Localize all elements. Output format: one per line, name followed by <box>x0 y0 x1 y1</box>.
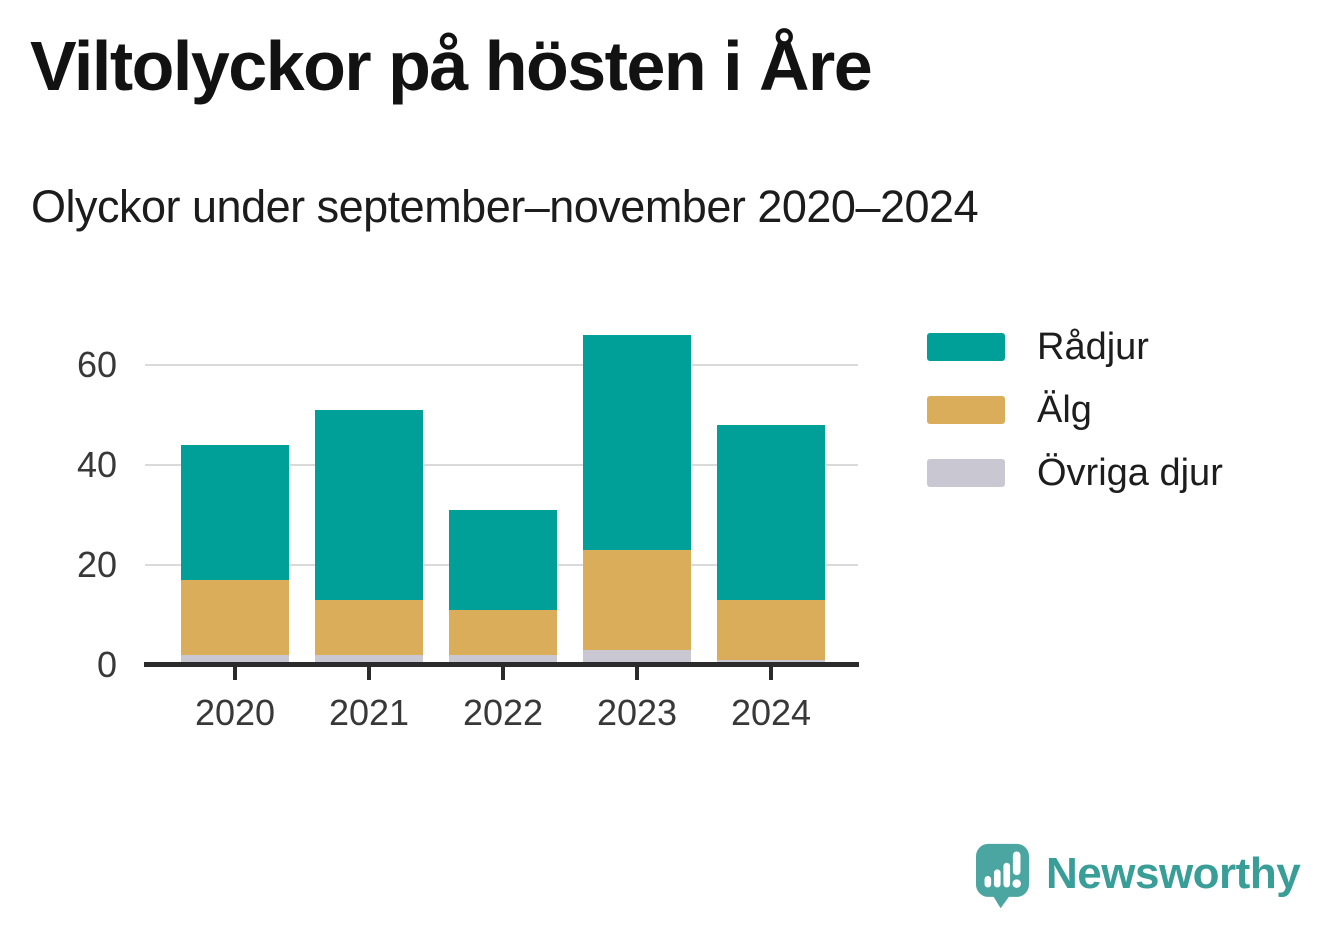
bar-segment-2020-övriga-djur <box>181 655 289 665</box>
x-axis-line <box>144 662 859 667</box>
bar-segment-2020-rådjur <box>181 445 289 580</box>
x-axis-label-2022: 2022 <box>462 692 544 733</box>
y-axis-label-0: 0 <box>96 644 117 685</box>
chart-subtitle: Olyckor under september–november 2020–20… <box>31 181 979 232</box>
chart-title: Viltolyckor på hösten i Åre <box>30 27 873 105</box>
alg-color-swatch <box>927 395 1005 424</box>
bar-segment-2024-älg <box>717 600 825 660</box>
plot-area: 0 20 40 60 2020 2021 2022 2023 2024 <box>77 325 859 731</box>
bar-2020 <box>181 445 289 665</box>
x-axis-tick-2022 <box>501 667 505 680</box>
bar-2021 <box>315 410 423 665</box>
bar-segment-2021-övriga-djur <box>315 655 423 665</box>
bar-segment-2022-övriga-djur <box>449 655 557 665</box>
legend-item-ovriga-djur: Övriga djur <box>927 454 1223 492</box>
legend-label-ovriga-djur: Övriga djur <box>1037 451 1223 494</box>
legend-item-alg: Älg <box>927 391 1223 429</box>
legend-item-radjur: Rådjur <box>927 328 1223 366</box>
x-axis-tick-2021 <box>367 667 371 680</box>
y-axis-label-20: 20 <box>76 544 117 585</box>
x-axis-tick-2020 <box>233 667 237 680</box>
x-axis-tick-2023 <box>635 667 639 680</box>
x-axis-label-2023: 2023 <box>596 692 678 733</box>
ovriga-djur-color-swatch <box>927 458 1005 487</box>
bar-segment-2023-älg <box>583 550 691 650</box>
x-axis-label-2024: 2024 <box>730 692 812 733</box>
bar-2023 <box>583 335 691 665</box>
x-axis-label-2021: 2021 <box>328 692 410 733</box>
bar-2022 <box>449 510 557 665</box>
x-axis-label-2020: 2020 <box>194 692 276 733</box>
bar-2024 <box>717 425 825 665</box>
y-axis-label-40: 40 <box>76 444 117 485</box>
bar-segment-2022-rådjur <box>449 510 557 610</box>
x-axis-tick-2024 <box>769 667 773 680</box>
bar-segment-2020-älg <box>181 580 289 655</box>
brand-footer: Newsworthy <box>976 842 1301 912</box>
radjur-color-swatch <box>927 332 1005 361</box>
y-axis-label-60: 60 <box>76 344 117 385</box>
bar-segment-2021-rådjur <box>315 410 423 600</box>
bar-segment-2023-rådjur <box>583 335 691 550</box>
bar-segment-2022-älg <box>449 610 557 655</box>
legend-label-radjur: Rådjur <box>1037 325 1149 368</box>
bar-segment-2023-övriga-djur <box>583 650 691 665</box>
brand-wordmark: Newsworthy <box>1046 849 1301 898</box>
legend: Rådjur Älg Övriga djur <box>927 328 1223 521</box>
legend-label-alg: Älg <box>1037 388 1092 431</box>
gridline-40 <box>145 464 858 466</box>
newsworthy-logo-icon <box>976 843 1029 909</box>
bar-segment-2024-rådjur <box>717 425 825 600</box>
bar-segment-2021-älg <box>315 600 423 655</box>
gridline-60 <box>145 364 858 366</box>
